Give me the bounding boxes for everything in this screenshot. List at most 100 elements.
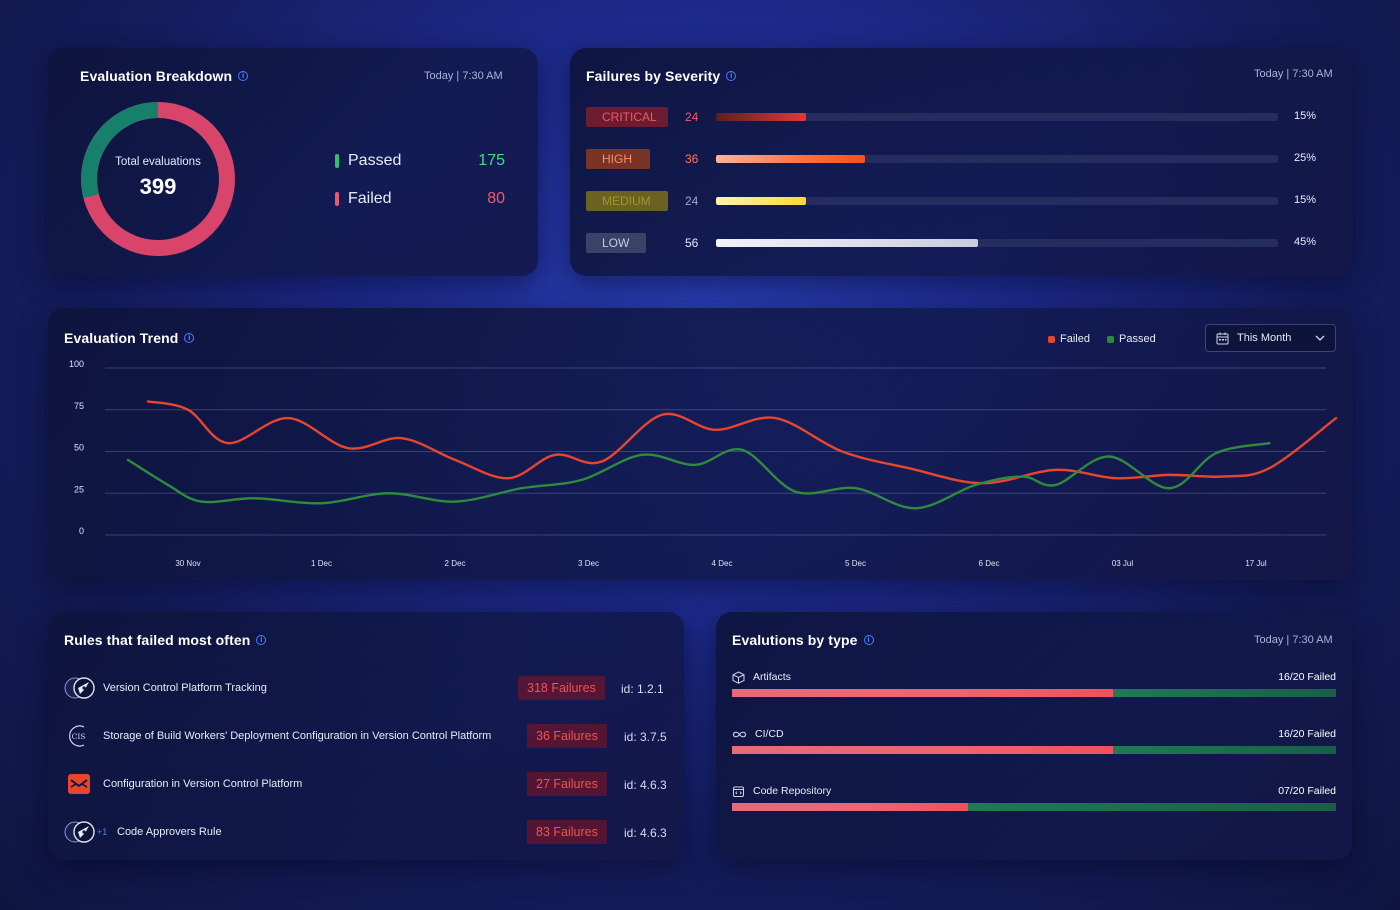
rule-id: id: 3.7.5: [624, 730, 667, 744]
legend-passed: Passed 175: [335, 152, 505, 170]
type-row-artifacts[interactable]: Artifacts 16/20 Failed: [732, 670, 1336, 697]
rule-id: id: 4.6.3: [624, 778, 667, 792]
legend-passed-label: Passed: [1119, 333, 1156, 345]
date-range-value: This Month: [1237, 332, 1292, 344]
series-line-passed: [126, 441, 1271, 510]
failures-by-severity-card: Failures by Severity i Today | 7:30 AM C…: [570, 48, 1352, 276]
type-passed-segment: [1112, 689, 1336, 697]
rules-failed-title-text: Rules that failed most often: [64, 632, 251, 648]
passed-swatch: [335, 154, 339, 168]
rules-failed-card: Rules that failed most often i Version C…: [48, 612, 684, 860]
severity-badge: LOW: [586, 233, 646, 253]
evaluation-donut-chart: [80, 101, 235, 256]
severity-row-low[interactable]: LOW 56 45%: [586, 233, 1336, 253]
severity-progress-track: [716, 239, 1278, 247]
evaluation-breakdown-title-text: Evaluation Breakdown: [80, 68, 233, 84]
donut-center-label: Total evaluations 399: [98, 156, 218, 200]
date-range-select[interactable]: This Month: [1205, 324, 1336, 352]
type-failed-segment: [732, 746, 1113, 754]
legend-failed-label: Failed: [1060, 333, 1090, 345]
rule-failures-badge[interactable]: 27 Failures: [527, 772, 607, 796]
cube-icon: [732, 670, 745, 684]
evaluations-by-type-title-text: Evalutions by type: [732, 632, 858, 648]
x-tick-label: 03 Jul: [1112, 559, 1134, 568]
types-timestamp: Today | 7:30 AM: [1254, 634, 1333, 646]
evaluation-trend-title: Evaluation Trend i: [64, 330, 195, 346]
type-row-code-repository[interactable]: Code Repository 07/20 Failed: [732, 784, 1336, 811]
type-failed-count: 07/20 Failed: [1278, 785, 1336, 797]
info-icon[interactable]: i: [256, 635, 267, 645]
rule-id: id: 4.6.3: [624, 826, 667, 840]
severity-percent: 15%: [1294, 194, 1317, 206]
severity-badge: HIGH: [586, 149, 650, 169]
type-row-head: Code Repository 07/20 Failed: [732, 784, 1336, 798]
info-icon[interactable]: i: [863, 635, 874, 645]
severity-count: 24: [685, 194, 699, 208]
type-row-head: Artifacts 16/20 Failed: [732, 670, 1336, 684]
failed-dot: [1048, 335, 1055, 343]
rule-failures-badge[interactable]: 318 Failures: [518, 676, 605, 700]
failures-by-severity-title-text: Failures by Severity: [586, 68, 721, 84]
rule-row[interactable]: CIS Storage of Build Workers' Deployment…: [64, 722, 668, 750]
type-name: CI/CD: [755, 728, 784, 740]
y-tick-label: 50: [74, 443, 84, 453]
rules-failed-title: Rules that failed most often i: [64, 632, 267, 648]
rule-row[interactable]: Configuration in Version Control Platfor…: [64, 770, 668, 798]
x-tick-label: 5 Dec: [845, 559, 866, 568]
severity-row-high[interactable]: HIGH 36 25%: [586, 149, 1336, 169]
rule-row[interactable]: +1 Code Approvers Rule 83 Failures id: 4…: [64, 818, 668, 846]
x-tick-label: 1 Dec: [311, 559, 332, 568]
severity-percent: 45%: [1294, 236, 1317, 248]
type-name: Code Repository: [753, 785, 832, 797]
donut-passed-arc: [80, 101, 235, 256]
total-evaluations-value: 399: [139, 174, 177, 199]
severity-badge: MEDIUM: [586, 191, 668, 211]
x-tick-label: 30 Nov: [175, 559, 200, 568]
rule-name: Version Control Platform Tracking: [103, 682, 267, 694]
evaluation-breakdown-title: Evaluation Breakdown i: [80, 68, 249, 84]
x-tick-label: 6 Dec: [979, 559, 1000, 568]
severity-timestamp: Today | 7:30 AM: [1254, 68, 1333, 80]
severity-progress-fill: [716, 239, 978, 247]
info-icon[interactable]: i: [184, 333, 195, 343]
legend-failed-item[interactable]: Failed: [1048, 333, 1090, 345]
breakdown-timestamp: Today | 7:30 AM: [424, 70, 503, 82]
y-tick-label: 100: [69, 359, 84, 369]
info-icon[interactable]: i: [238, 71, 249, 81]
rule-row[interactable]: Version Control Platform Tracking 318 Fa…: [64, 674, 668, 702]
legend-passed-item[interactable]: Passed: [1107, 333, 1156, 345]
rule-failures-badge[interactable]: 36 Failures: [527, 724, 607, 748]
rule-extra-count[interactable]: +1: [97, 827, 108, 837]
severity-row-critical[interactable]: CRITICAL 24 15%: [586, 107, 1336, 127]
evaluation-trend-card: Evaluation Trend i Failed Passed This Mo…: [48, 308, 1352, 580]
type-failed-count: 16/20 Failed: [1278, 671, 1336, 683]
type-row-cicd[interactable]: CI/CD 16/20 Failed: [732, 727, 1336, 754]
cis-logo: CIS: [69, 725, 86, 747]
severity-badge: CRITICAL: [586, 107, 668, 127]
type-passed-segment: [967, 803, 1336, 811]
rule-name: Code Approvers Rule: [117, 826, 222, 838]
compass-icon: [64, 677, 95, 699]
failed-value: 80: [487, 190, 505, 207]
evaluation-breakdown-card: Evaluation Breakdown i Today | 7:30 AM T…: [48, 48, 538, 276]
type-failed-segment: [732, 689, 1113, 697]
rule-id: id: 1.2.1: [621, 682, 664, 696]
severity-progress-fill: [716, 113, 806, 121]
severity-row-medium[interactable]: MEDIUM 24 15%: [586, 191, 1336, 211]
type-progress-bar: [732, 689, 1336, 697]
chevron-down-icon: [1315, 335, 1325, 341]
svg-text:CIS: CIS: [72, 732, 86, 741]
severity-count: 36: [685, 152, 699, 166]
legend-failed: Failed 80: [335, 190, 505, 208]
severity-progress-fill: [716, 155, 866, 163]
severity-count: 24: [685, 110, 699, 124]
severity-progress-track: [716, 197, 1278, 205]
failed-swatch: [335, 192, 339, 206]
info-icon[interactable]: i: [726, 71, 737, 81]
failed-label: Failed: [348, 190, 392, 207]
rule-failures-badge[interactable]: 83 Failures: [527, 820, 607, 844]
infinity-icon: [732, 731, 747, 737]
y-tick-label: 25: [74, 484, 84, 494]
type-passed-segment: [1112, 746, 1336, 754]
type-row-head: CI/CD 16/20 Failed: [732, 727, 1336, 741]
